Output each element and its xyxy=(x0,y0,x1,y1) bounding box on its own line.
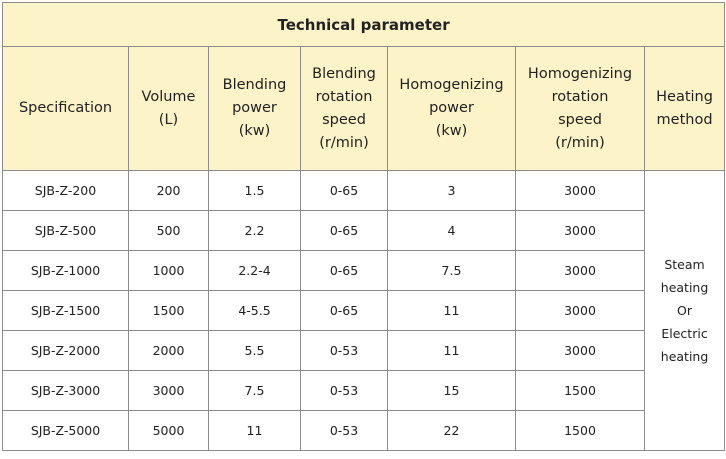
data-row: SJB-Z-200 200 1.5 0-65 3 3000 Steam heating Or… xyxy=(2,170,726,451)
data-cell: 1000 xyxy=(128,250,209,291)
data-cell: 3000 xyxy=(515,170,645,211)
data-cell: 1.5 xyxy=(208,170,301,211)
data-cell: SJB-Z-2000 xyxy=(2,330,129,371)
data-cell: 11 xyxy=(387,290,516,331)
data-cell: 3000 xyxy=(515,250,645,291)
data-cell: SJB-Z-1500 xyxy=(2,290,129,331)
data-cell: 4 xyxy=(387,210,516,251)
data-cell: 3 xyxy=(387,170,516,211)
data-cell: 2.2-4 xyxy=(208,250,301,291)
data-cell: 1500 xyxy=(128,290,209,331)
data-cell: SJB-Z-3000 xyxy=(2,370,129,411)
data-cell: 5.5 xyxy=(208,330,301,371)
data-cell: SJB-Z-1000 xyxy=(2,250,129,291)
header-cell: Homogenizing power (kw) xyxy=(387,46,516,171)
data-cell: 3000 xyxy=(515,330,645,371)
data-cell: 2.2 xyxy=(208,210,301,251)
data-cell: 5000 xyxy=(128,410,209,451)
data-cell: 0-53 xyxy=(300,330,388,371)
data-cell: SJB-Z-200 xyxy=(2,170,129,211)
data-cell: 15 xyxy=(387,370,516,411)
data-row: SJB-Z-5000 5000 11 0-53 22 1500 xyxy=(2,410,725,451)
data-cell: 500 xyxy=(128,210,209,251)
data-cell: 3000 xyxy=(515,210,645,251)
data-cell: 0-65 xyxy=(300,250,388,291)
data-cell: 1500 xyxy=(515,410,645,451)
data-row: SJB-Z-500 500 2.2 0-65 4 3000 xyxy=(2,210,725,251)
data-cell: 4-5.5 xyxy=(208,290,301,331)
data-cell: 7.5 xyxy=(387,250,516,291)
data-cell: 1500 xyxy=(515,370,645,411)
data-cell: 11 xyxy=(387,330,516,371)
data-row: SJB-Z-1000 1000 2.2-4 0-65 7.5 3000 xyxy=(2,250,725,291)
data-cell: 3000 xyxy=(128,370,209,411)
data-cell: SJB-Z-5000 xyxy=(2,410,129,451)
data-cell: 2000 xyxy=(128,330,209,371)
header-cell: Homogenizing rotation speed (r/min) xyxy=(515,46,645,171)
data-row: SJB-Z-3000 3000 7.5 0-53 15 1500 xyxy=(2,370,725,411)
header-cell: Blending rotation speed (r/min) xyxy=(300,46,388,171)
table-title: Technical parameter xyxy=(1,2,726,47)
data-cell: 0-65 xyxy=(300,210,388,251)
header-cell: Specification xyxy=(2,46,129,171)
header-cell: Blending power (kw) xyxy=(208,46,301,171)
data-cell: 3000 xyxy=(515,290,645,331)
data-cell: 0-53 xyxy=(300,410,388,451)
title-row: Technical parameter xyxy=(1,2,726,47)
data-cell: 0-65 xyxy=(300,290,388,331)
data-cell: 11 xyxy=(208,410,301,451)
data-cell: 22 xyxy=(387,410,516,451)
table-body: Technical parameter Specification Volume … xyxy=(1,2,726,451)
data-cell: 0-65 xyxy=(300,170,388,211)
header-cell: Heating method xyxy=(643,46,726,171)
data-cell: 7.5 xyxy=(208,370,301,411)
data-cell: SJB-Z-500 xyxy=(2,210,129,251)
parameter-table: Technical parameter Specification Volume … xyxy=(1,2,726,451)
data-row: SJB-Z-1500 1500 4-5.5 0-65 11 3000 xyxy=(2,290,725,331)
header-cell: Volume (L) xyxy=(128,46,209,171)
data-cell: 200 xyxy=(128,170,209,211)
data-cell: 0-53 xyxy=(300,370,388,411)
header-row: Specification Volume (L) Blending power (k… xyxy=(2,46,726,171)
heating-method-cell: Steam heating Or Electric heating xyxy=(643,170,726,451)
data-row: SJB-Z-2000 2000 5.5 0-53 11 3000 xyxy=(2,330,725,371)
